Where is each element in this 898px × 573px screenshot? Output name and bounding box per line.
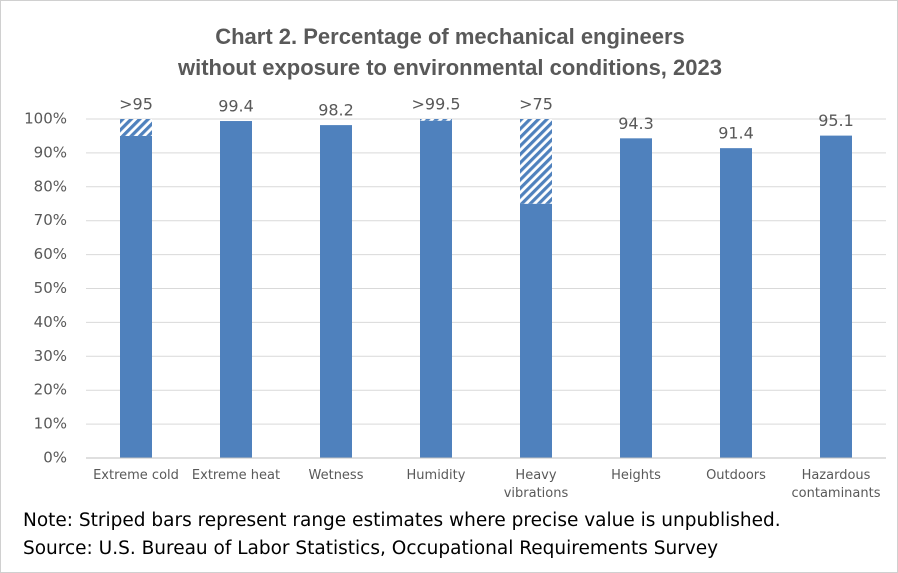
data-label: 98.2	[318, 101, 354, 120]
y-tick-label: 80%	[34, 177, 67, 195]
chart-title: Chart 2. Percentage of mechanical engine…	[178, 24, 722, 80]
x-tick-label: Heavy vibrations	[503, 468, 569, 501]
note: Note: Striped bars represent range estim…	[23, 510, 781, 531]
note: Source: U.S. Bureau of Labor Statistics,…	[23, 538, 719, 559]
data-label: >75	[519, 95, 553, 114]
data-label: 91.4	[718, 124, 754, 143]
y-tick-label: 100%	[24, 110, 67, 128]
y-tick-label: 10%	[34, 415, 67, 433]
y-tick-label: 70%	[34, 211, 67, 229]
x-tick-label: Extreme cold	[93, 468, 179, 483]
bar	[720, 148, 752, 459]
data-label: 99.4	[218, 97, 254, 116]
y-tick-label: 90%	[34, 143, 67, 161]
data-label: 94.3	[618, 114, 654, 133]
range-bar	[120, 119, 152, 136]
y-tick-label: 60%	[34, 245, 67, 263]
y-tick-label: 50%	[34, 279, 67, 297]
bar	[120, 135, 152, 458]
x-tick-label: Humidity	[406, 468, 466, 483]
data-label: 95.1	[818, 111, 854, 130]
x-tick-label: Heights	[611, 468, 661, 483]
bar	[520, 203, 552, 458]
bar	[220, 121, 252, 458]
data-label: >95	[119, 95, 153, 114]
range-bar	[520, 119, 552, 204]
bar	[820, 135, 852, 458]
y-tick-label: 40%	[34, 313, 67, 331]
bar	[420, 120, 452, 458]
bar	[620, 138, 652, 458]
data-label: >99.5	[411, 95, 460, 114]
y-tick-label: 0%	[43, 449, 67, 467]
x-tick-label: Wetness	[308, 468, 364, 483]
bar	[320, 125, 352, 459]
y-tick-label: 20%	[34, 381, 67, 399]
y-tick-label: 30%	[34, 347, 67, 365]
x-tick-label: Extreme heat	[191, 468, 281, 483]
x-tick-label: Hazardous contaminants	[791, 468, 881, 501]
range-bar	[420, 119, 452, 121]
x-tick-label: Outdoors	[706, 468, 766, 483]
